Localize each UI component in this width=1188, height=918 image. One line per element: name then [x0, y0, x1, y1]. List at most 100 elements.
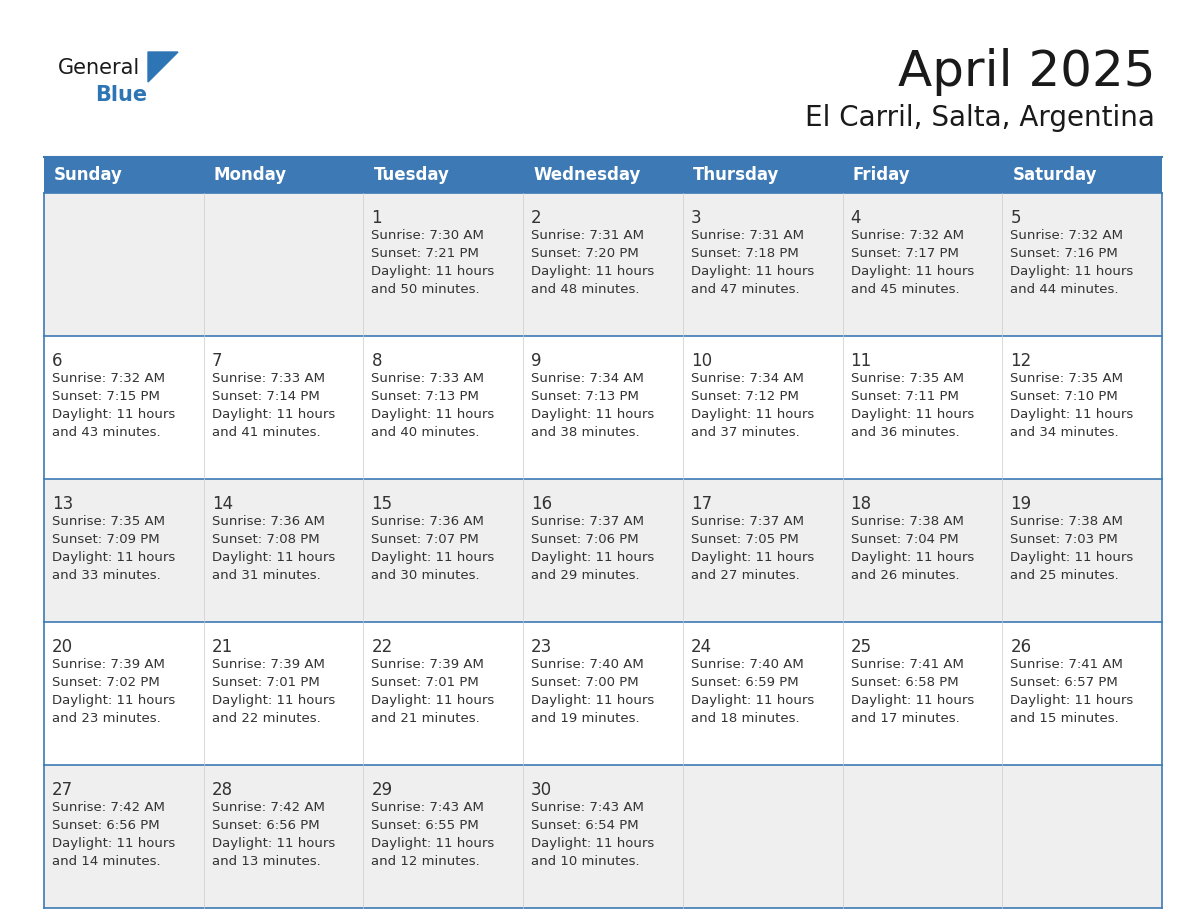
Text: Daylight: 11 hours: Daylight: 11 hours [691, 694, 814, 707]
Text: General: General [58, 58, 140, 78]
Text: and 31 minutes.: and 31 minutes. [211, 569, 321, 582]
Text: and 37 minutes.: and 37 minutes. [691, 426, 800, 439]
Text: 29: 29 [372, 781, 392, 799]
Text: 12: 12 [1010, 352, 1031, 370]
Bar [44, 193, 1162, 336]
Text: Daylight: 11 hours: Daylight: 11 hours [372, 694, 494, 707]
Text: Sunrise: 7:43 AM: Sunrise: 7:43 AM [372, 801, 485, 814]
Text: Sunrise: 7:38 AM: Sunrise: 7:38 AM [851, 515, 963, 528]
Text: Daylight: 11 hours: Daylight: 11 hours [531, 837, 655, 850]
Text: Sunset: 7:17 PM: Sunset: 7:17 PM [851, 247, 959, 260]
Text: 10: 10 [691, 352, 712, 370]
Text: Sunrise: 7:41 AM: Sunrise: 7:41 AM [851, 658, 963, 671]
Polygon shape [148, 52, 178, 82]
Text: Monday: Monday [214, 166, 286, 184]
Text: and 47 minutes.: and 47 minutes. [691, 283, 800, 296]
Text: Sunset: 7:21 PM: Sunset: 7:21 PM [372, 247, 479, 260]
Text: Sunset: 6:55 PM: Sunset: 6:55 PM [372, 819, 479, 832]
Text: Sunrise: 7:33 AM: Sunrise: 7:33 AM [211, 372, 324, 385]
Text: Daylight: 11 hours: Daylight: 11 hours [211, 408, 335, 421]
Text: and 14 minutes.: and 14 minutes. [52, 855, 160, 868]
Text: Sunrise: 7:39 AM: Sunrise: 7:39 AM [52, 658, 165, 671]
Text: and 15 minutes.: and 15 minutes. [1010, 712, 1119, 725]
Text: Daylight: 11 hours: Daylight: 11 hours [1010, 265, 1133, 278]
Text: Sunset: 7:09 PM: Sunset: 7:09 PM [52, 533, 159, 546]
Text: Sunrise: 7:42 AM: Sunrise: 7:42 AM [211, 801, 324, 814]
Text: 25: 25 [851, 638, 872, 656]
Text: Wednesday: Wednesday [533, 166, 640, 184]
Text: Daylight: 11 hours: Daylight: 11 hours [851, 265, 974, 278]
Text: Sunset: 7:07 PM: Sunset: 7:07 PM [372, 533, 479, 546]
Text: Sunset: 6:56 PM: Sunset: 6:56 PM [211, 819, 320, 832]
Text: Daylight: 11 hours: Daylight: 11 hours [52, 551, 176, 564]
Text: Sunset: 6:59 PM: Sunset: 6:59 PM [691, 676, 798, 689]
Text: Sunset: 7:08 PM: Sunset: 7:08 PM [211, 533, 320, 546]
Text: Daylight: 11 hours: Daylight: 11 hours [1010, 551, 1133, 564]
Text: Sunrise: 7:39 AM: Sunrise: 7:39 AM [211, 658, 324, 671]
Text: 15: 15 [372, 495, 392, 513]
Text: and 12 minutes.: and 12 minutes. [372, 855, 480, 868]
Bar [44, 157, 1162, 193]
Text: Daylight: 11 hours: Daylight: 11 hours [211, 551, 335, 564]
Text: Sunrise: 7:36 AM: Sunrise: 7:36 AM [211, 515, 324, 528]
Text: and 30 minutes.: and 30 minutes. [372, 569, 480, 582]
Text: Daylight: 11 hours: Daylight: 11 hours [52, 694, 176, 707]
Text: Sunrise: 7:35 AM: Sunrise: 7:35 AM [1010, 372, 1124, 385]
Text: 26: 26 [1010, 638, 1031, 656]
Text: Daylight: 11 hours: Daylight: 11 hours [851, 408, 974, 421]
Text: Daylight: 11 hours: Daylight: 11 hours [372, 408, 494, 421]
Text: Sunrise: 7:39 AM: Sunrise: 7:39 AM [372, 658, 485, 671]
Text: 21: 21 [211, 638, 233, 656]
Text: Daylight: 11 hours: Daylight: 11 hours [531, 694, 655, 707]
Text: Sunrise: 7:34 AM: Sunrise: 7:34 AM [691, 372, 804, 385]
Text: and 50 minutes.: and 50 minutes. [372, 283, 480, 296]
Text: and 43 minutes.: and 43 minutes. [52, 426, 160, 439]
Text: Sunset: 7:14 PM: Sunset: 7:14 PM [211, 390, 320, 403]
Text: Sunset: 7:06 PM: Sunset: 7:06 PM [531, 533, 639, 546]
Text: Sunset: 7:13 PM: Sunset: 7:13 PM [531, 390, 639, 403]
Text: and 17 minutes.: and 17 minutes. [851, 712, 960, 725]
Text: Sunrise: 7:37 AM: Sunrise: 7:37 AM [531, 515, 644, 528]
Text: 19: 19 [1010, 495, 1031, 513]
Text: Sunrise: 7:32 AM: Sunrise: 7:32 AM [52, 372, 165, 385]
Text: Saturday: Saturday [1012, 166, 1097, 184]
Text: 17: 17 [691, 495, 712, 513]
Text: Sunset: 7:11 PM: Sunset: 7:11 PM [851, 390, 959, 403]
Text: and 29 minutes.: and 29 minutes. [531, 569, 640, 582]
Text: Sunset: 7:01 PM: Sunset: 7:01 PM [372, 676, 479, 689]
Text: Sunrise: 7:42 AM: Sunrise: 7:42 AM [52, 801, 165, 814]
Text: Daylight: 11 hours: Daylight: 11 hours [1010, 694, 1133, 707]
Text: Sunset: 7:20 PM: Sunset: 7:20 PM [531, 247, 639, 260]
Text: Daylight: 11 hours: Daylight: 11 hours [531, 551, 655, 564]
Text: and 36 minutes.: and 36 minutes. [851, 426, 959, 439]
Text: and 34 minutes.: and 34 minutes. [1010, 426, 1119, 439]
Text: Sunset: 7:12 PM: Sunset: 7:12 PM [691, 390, 798, 403]
Text: and 19 minutes.: and 19 minutes. [531, 712, 640, 725]
Text: Sunrise: 7:34 AM: Sunrise: 7:34 AM [531, 372, 644, 385]
Text: Daylight: 11 hours: Daylight: 11 hours [691, 551, 814, 564]
Text: Daylight: 11 hours: Daylight: 11 hours [211, 837, 335, 850]
Text: 9: 9 [531, 352, 542, 370]
Text: and 21 minutes.: and 21 minutes. [372, 712, 480, 725]
Text: and 38 minutes.: and 38 minutes. [531, 426, 640, 439]
Text: Sunrise: 7:35 AM: Sunrise: 7:35 AM [52, 515, 165, 528]
Text: Sunday: Sunday [53, 166, 122, 184]
Text: Daylight: 11 hours: Daylight: 11 hours [851, 551, 974, 564]
Text: 11: 11 [851, 352, 872, 370]
Bar [44, 479, 1162, 622]
Text: Sunset: 6:58 PM: Sunset: 6:58 PM [851, 676, 959, 689]
Text: and 22 minutes.: and 22 minutes. [211, 712, 321, 725]
Text: Sunset: 7:05 PM: Sunset: 7:05 PM [691, 533, 798, 546]
Text: and 13 minutes.: and 13 minutes. [211, 855, 321, 868]
Text: Daylight: 11 hours: Daylight: 11 hours [52, 837, 176, 850]
Text: and 44 minutes.: and 44 minutes. [1010, 283, 1119, 296]
Text: Sunset: 7:04 PM: Sunset: 7:04 PM [851, 533, 959, 546]
Bar [44, 765, 1162, 908]
Text: Sunrise: 7:43 AM: Sunrise: 7:43 AM [531, 801, 644, 814]
Text: Sunset: 7:02 PM: Sunset: 7:02 PM [52, 676, 159, 689]
Text: Sunrise: 7:41 AM: Sunrise: 7:41 AM [1010, 658, 1123, 671]
Text: 16: 16 [531, 495, 552, 513]
Text: Daylight: 11 hours: Daylight: 11 hours [372, 837, 494, 850]
Text: Sunrise: 7:31 AM: Sunrise: 7:31 AM [531, 229, 644, 242]
Text: 5: 5 [1010, 209, 1020, 227]
